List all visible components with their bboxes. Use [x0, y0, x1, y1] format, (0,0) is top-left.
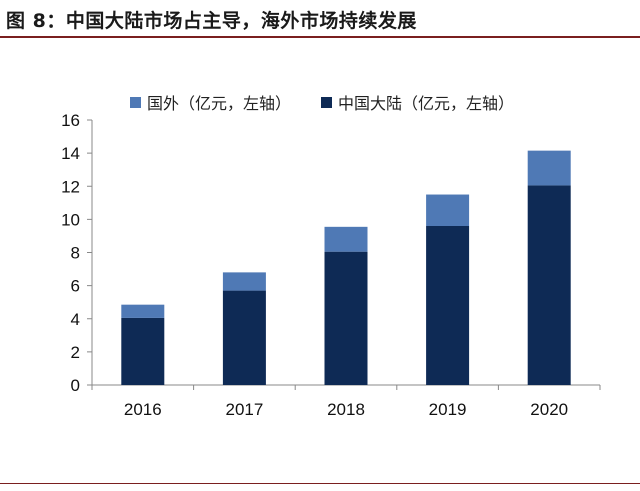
y-tick-label: 10	[61, 210, 80, 229]
bar-mainland	[121, 317, 165, 385]
legend-item-overseas: 国外（亿元，左轴）	[130, 90, 291, 114]
legend-label-overseas: 国外（亿元，左轴）	[147, 94, 292, 113]
x-tick-label: 2017	[225, 400, 263, 419]
bar-mainland	[222, 290, 266, 385]
legend-item-mainland: 中国大陆（亿元，左轴）	[321, 90, 514, 114]
legend-swatch-mainland	[321, 96, 333, 108]
y-tick-label: 4	[71, 310, 80, 329]
y-tick-label: 0	[71, 376, 80, 395]
x-tick-label: 2016	[124, 400, 162, 419]
bar-mainland	[426, 226, 470, 385]
bar-mainland	[527, 185, 571, 385]
y-tick-label: 2	[71, 343, 80, 362]
x-tick-label: 2018	[327, 400, 365, 419]
bar-overseas	[324, 226, 368, 252]
bottom-rule	[0, 483, 640, 484]
bar-overseas	[222, 272, 266, 291]
y-tick-label: 12	[61, 177, 80, 196]
y-tick-label: 6	[71, 277, 80, 296]
y-tick-label: 8	[71, 244, 80, 263]
bar-overseas	[527, 150, 571, 186]
x-tick-label: 2019	[429, 400, 467, 419]
chart-legend: 国外（亿元，左轴） 中国大陆（亿元，左轴）	[130, 90, 514, 114]
title-rule	[0, 36, 640, 38]
figure-title: 图 8：中国大陆市场占主导，海外市场持续发展	[6, 10, 417, 32]
legend-label-mainland: 中国大陆（亿元，左轴）	[338, 94, 515, 113]
bar-overseas	[121, 304, 165, 318]
x-tick-label: 2020	[530, 400, 568, 419]
bar-overseas	[426, 194, 470, 226]
legend-swatch-overseas	[130, 96, 141, 108]
y-tick-label: 14	[61, 144, 80, 163]
y-tick-label: 16	[61, 111, 80, 130]
bar-mainland	[324, 251, 368, 385]
